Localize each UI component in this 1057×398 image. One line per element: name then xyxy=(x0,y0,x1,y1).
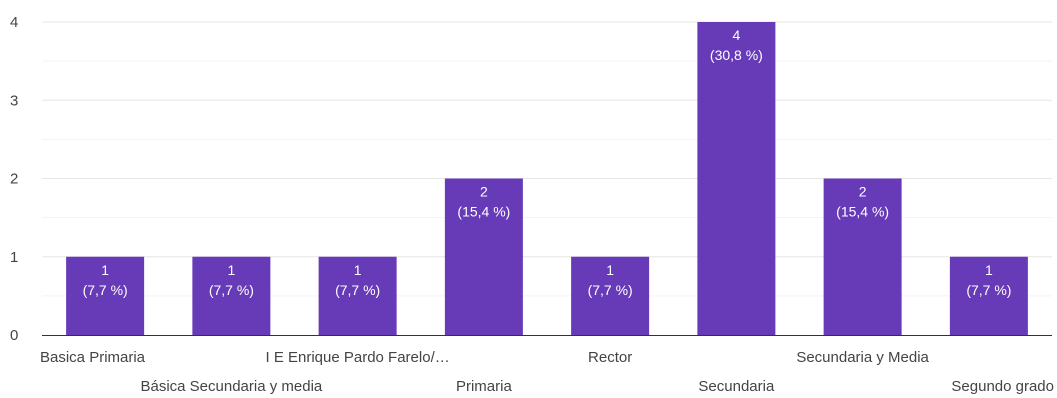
y-tick-label: 1 xyxy=(10,249,18,266)
x-tick-label: Rector xyxy=(588,349,632,366)
x-tick-label: Básica Secundaria y media xyxy=(140,378,322,395)
bar-value-label: 1 xyxy=(985,262,993,278)
bar-value-label: 2 xyxy=(480,184,488,200)
x-tick-label: Secundaria xyxy=(698,378,775,395)
bar-percent-label: (15,4 %) xyxy=(457,204,510,220)
y-tick-label: 3 xyxy=(10,92,18,109)
x-tick-label: Primaria xyxy=(456,378,512,395)
bar-percent-label: (7,7 %) xyxy=(588,282,633,298)
bar-percent-label: (7,7 %) xyxy=(966,282,1011,298)
bar-percent-label: (15,4 %) xyxy=(836,204,889,220)
y-tick-label: 4 xyxy=(10,14,18,31)
x-tick-label: Segundo grado xyxy=(951,378,1054,395)
bar-value-label: 1 xyxy=(606,262,614,278)
labels-layer: 0 1 2 3 4 1 (7,7 %) Basica Primaria 1 (7,7 %) Bási… xyxy=(10,14,1054,395)
bar-percent-label: (7,7 %) xyxy=(83,282,128,298)
bar[interactable] xyxy=(192,256,271,335)
y-tick-label: 0 xyxy=(10,327,18,344)
y-tick-label: 2 xyxy=(10,171,18,188)
bar[interactable] xyxy=(697,22,776,335)
x-tick-label: Basica Primaria xyxy=(40,349,146,366)
bar-percent-label: (7,7 %) xyxy=(335,282,380,298)
bar-percent-label: (7,7 %) xyxy=(209,282,254,298)
x-tick-label: I E Enrique Pardo Farelo/… xyxy=(265,349,449,366)
bar-value-label: 1 xyxy=(101,262,109,278)
bar[interactable] xyxy=(949,256,1028,335)
bar[interactable] xyxy=(823,178,902,336)
bar[interactable] xyxy=(66,256,145,335)
bar[interactable] xyxy=(318,256,397,335)
bar-value-label: 4 xyxy=(732,27,740,43)
bar-value-label: 1 xyxy=(354,262,362,278)
bar-percent-label: (30,8 %) xyxy=(710,47,763,63)
bar[interactable] xyxy=(444,178,523,336)
bar-value-label: 1 xyxy=(227,262,235,278)
x-tick-label: Secundaria y Media xyxy=(796,349,929,366)
bars-layer xyxy=(66,22,1028,335)
bar[interactable] xyxy=(571,256,650,335)
bar-value-label: 2 xyxy=(859,184,867,200)
